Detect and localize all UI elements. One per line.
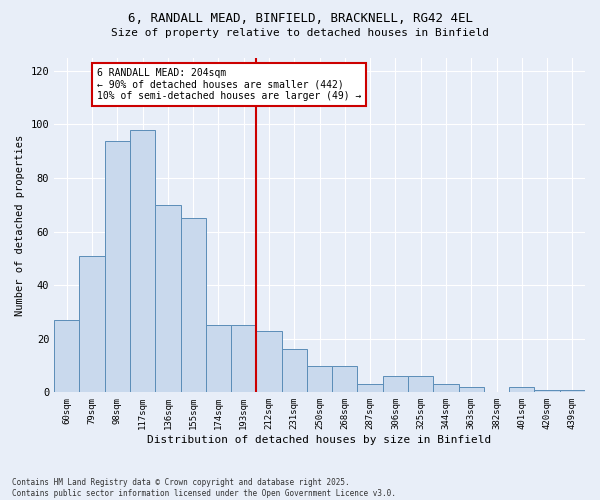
- Bar: [383, 376, 408, 392]
- Bar: [509, 387, 535, 392]
- Bar: [130, 130, 155, 392]
- Bar: [433, 384, 458, 392]
- Text: 6 RANDALL MEAD: 204sqm
← 90% of detached houses are smaller (442)
10% of semi-de: 6 RANDALL MEAD: 204sqm ← 90% of detached…: [97, 68, 362, 102]
- Text: 6, RANDALL MEAD, BINFIELD, BRACKNELL, RG42 4EL: 6, RANDALL MEAD, BINFIELD, BRACKNELL, RG…: [128, 12, 473, 26]
- Bar: [54, 320, 79, 392]
- Bar: [332, 366, 358, 392]
- Bar: [206, 326, 231, 392]
- Bar: [281, 350, 307, 393]
- Bar: [79, 256, 105, 392]
- X-axis label: Distribution of detached houses by size in Binfield: Distribution of detached houses by size …: [148, 435, 492, 445]
- Bar: [231, 326, 256, 392]
- Y-axis label: Number of detached properties: Number of detached properties: [15, 134, 25, 316]
- Bar: [256, 330, 281, 392]
- Text: Size of property relative to detached houses in Binfield: Size of property relative to detached ho…: [111, 28, 489, 38]
- Bar: [307, 366, 332, 392]
- Bar: [458, 387, 484, 392]
- Bar: [560, 390, 585, 392]
- Bar: [408, 376, 433, 392]
- Text: Contains HM Land Registry data © Crown copyright and database right 2025.
Contai: Contains HM Land Registry data © Crown c…: [12, 478, 396, 498]
- Bar: [105, 140, 130, 392]
- Bar: [535, 390, 560, 392]
- Bar: [155, 205, 181, 392]
- Bar: [358, 384, 383, 392]
- Bar: [181, 218, 206, 392]
